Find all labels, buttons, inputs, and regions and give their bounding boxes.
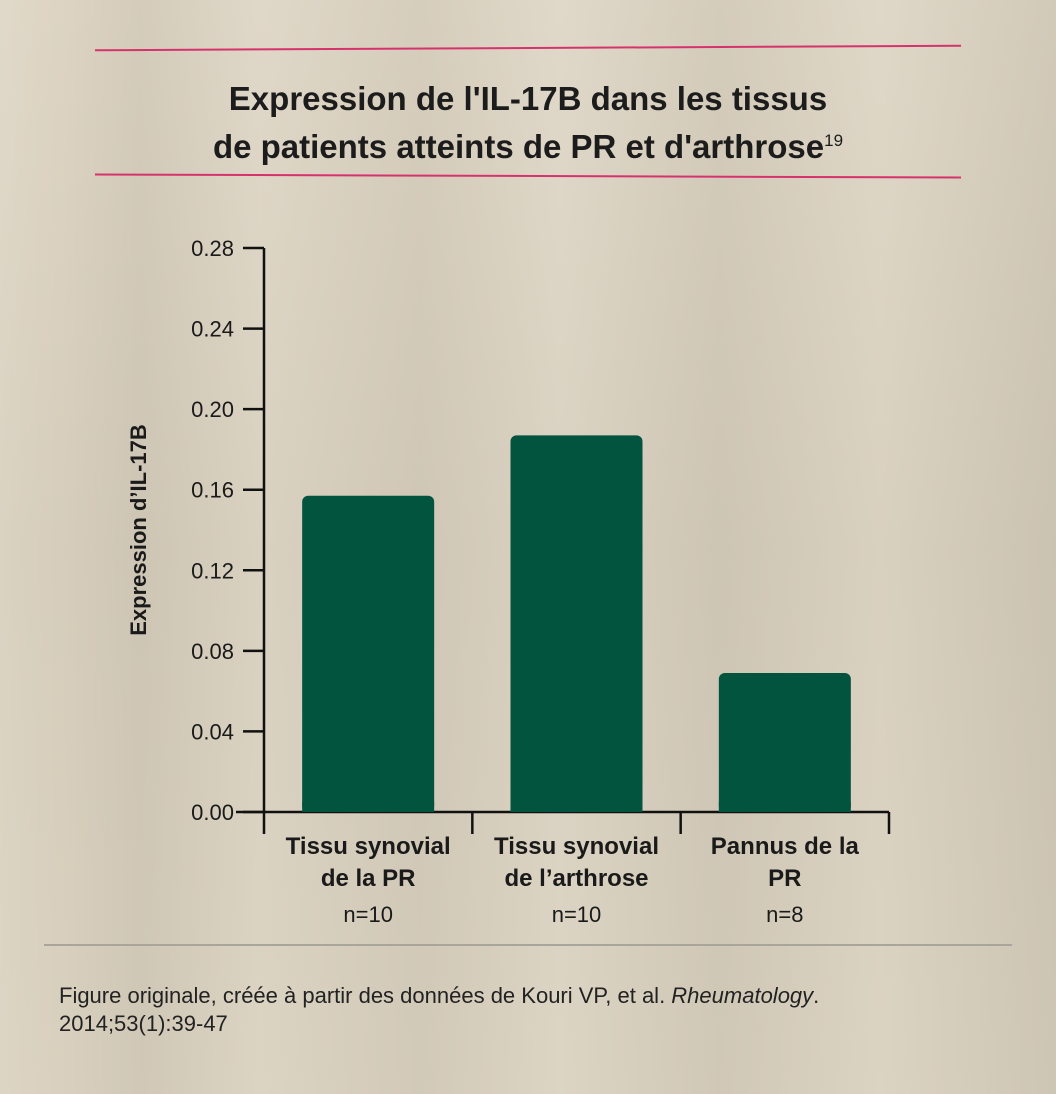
x-category-label: Tissu synovial — [286, 833, 451, 860]
y-axis-title: Expression d’IL-17B — [126, 424, 151, 636]
footnote-journal: Rheumatology — [671, 983, 814, 1008]
title-line-1: Expression de l'IL-17B dans les tissus — [228, 80, 828, 117]
bar — [718, 673, 851, 812]
y-tick-label: 0.00 — [191, 800, 234, 825]
y-tick-label: 0.28 — [191, 236, 234, 261]
y-tick-label: 0.16 — [191, 478, 234, 503]
x-category-label: Tissu synovial — [494, 833, 659, 860]
x-category-label: de la PR — [321, 865, 416, 892]
bar-base — [302, 802, 435, 812]
bar-base — [510, 802, 643, 812]
bar — [510, 435, 643, 812]
footnote-citation: 2014;53(1):39-47 — [59, 1011, 228, 1036]
title-block: Expression de l'IL-17B dans les tissus d… — [94, 40, 965, 190]
footnote-divider — [44, 944, 1012, 946]
title-reference: 19 — [824, 131, 844, 150]
x-category-label: PR — [768, 865, 801, 892]
chart-title: Expression de l'IL-17B dans les tissus d… — [95, 78, 961, 168]
sample-size-label: n=10 — [552, 902, 602, 927]
footnote-period: . — [813, 983, 820, 1008]
footnote: Figure originale, créée à partir des don… — [59, 982, 1019, 1038]
y-tick-label: 0.12 — [191, 558, 234, 583]
y-tick-label: 0.20 — [191, 397, 234, 422]
x-category-label: de l’arthrose — [504, 865, 648, 892]
y-tick-label: 0.04 — [191, 719, 234, 744]
bar — [302, 495, 435, 812]
y-tick-label: 0.08 — [191, 639, 234, 664]
x-category-label: Pannus de la — [711, 833, 860, 860]
footnote-text: Figure originale, créée à partir des don… — [59, 983, 672, 1008]
sample-size-label: n=10 — [343, 902, 393, 927]
sample-size-label: n=8 — [766, 902, 803, 927]
y-tick-label: 0.24 — [191, 317, 234, 342]
title-line-2: de patients atteints de PR et d'arthrose — [212, 128, 825, 165]
bar-base — [718, 802, 851, 812]
bar-chart: 0.00 0.04 0.08 0.12 0.16 0.20 0.24 0.28 Expressi… — [126, 236, 891, 927]
